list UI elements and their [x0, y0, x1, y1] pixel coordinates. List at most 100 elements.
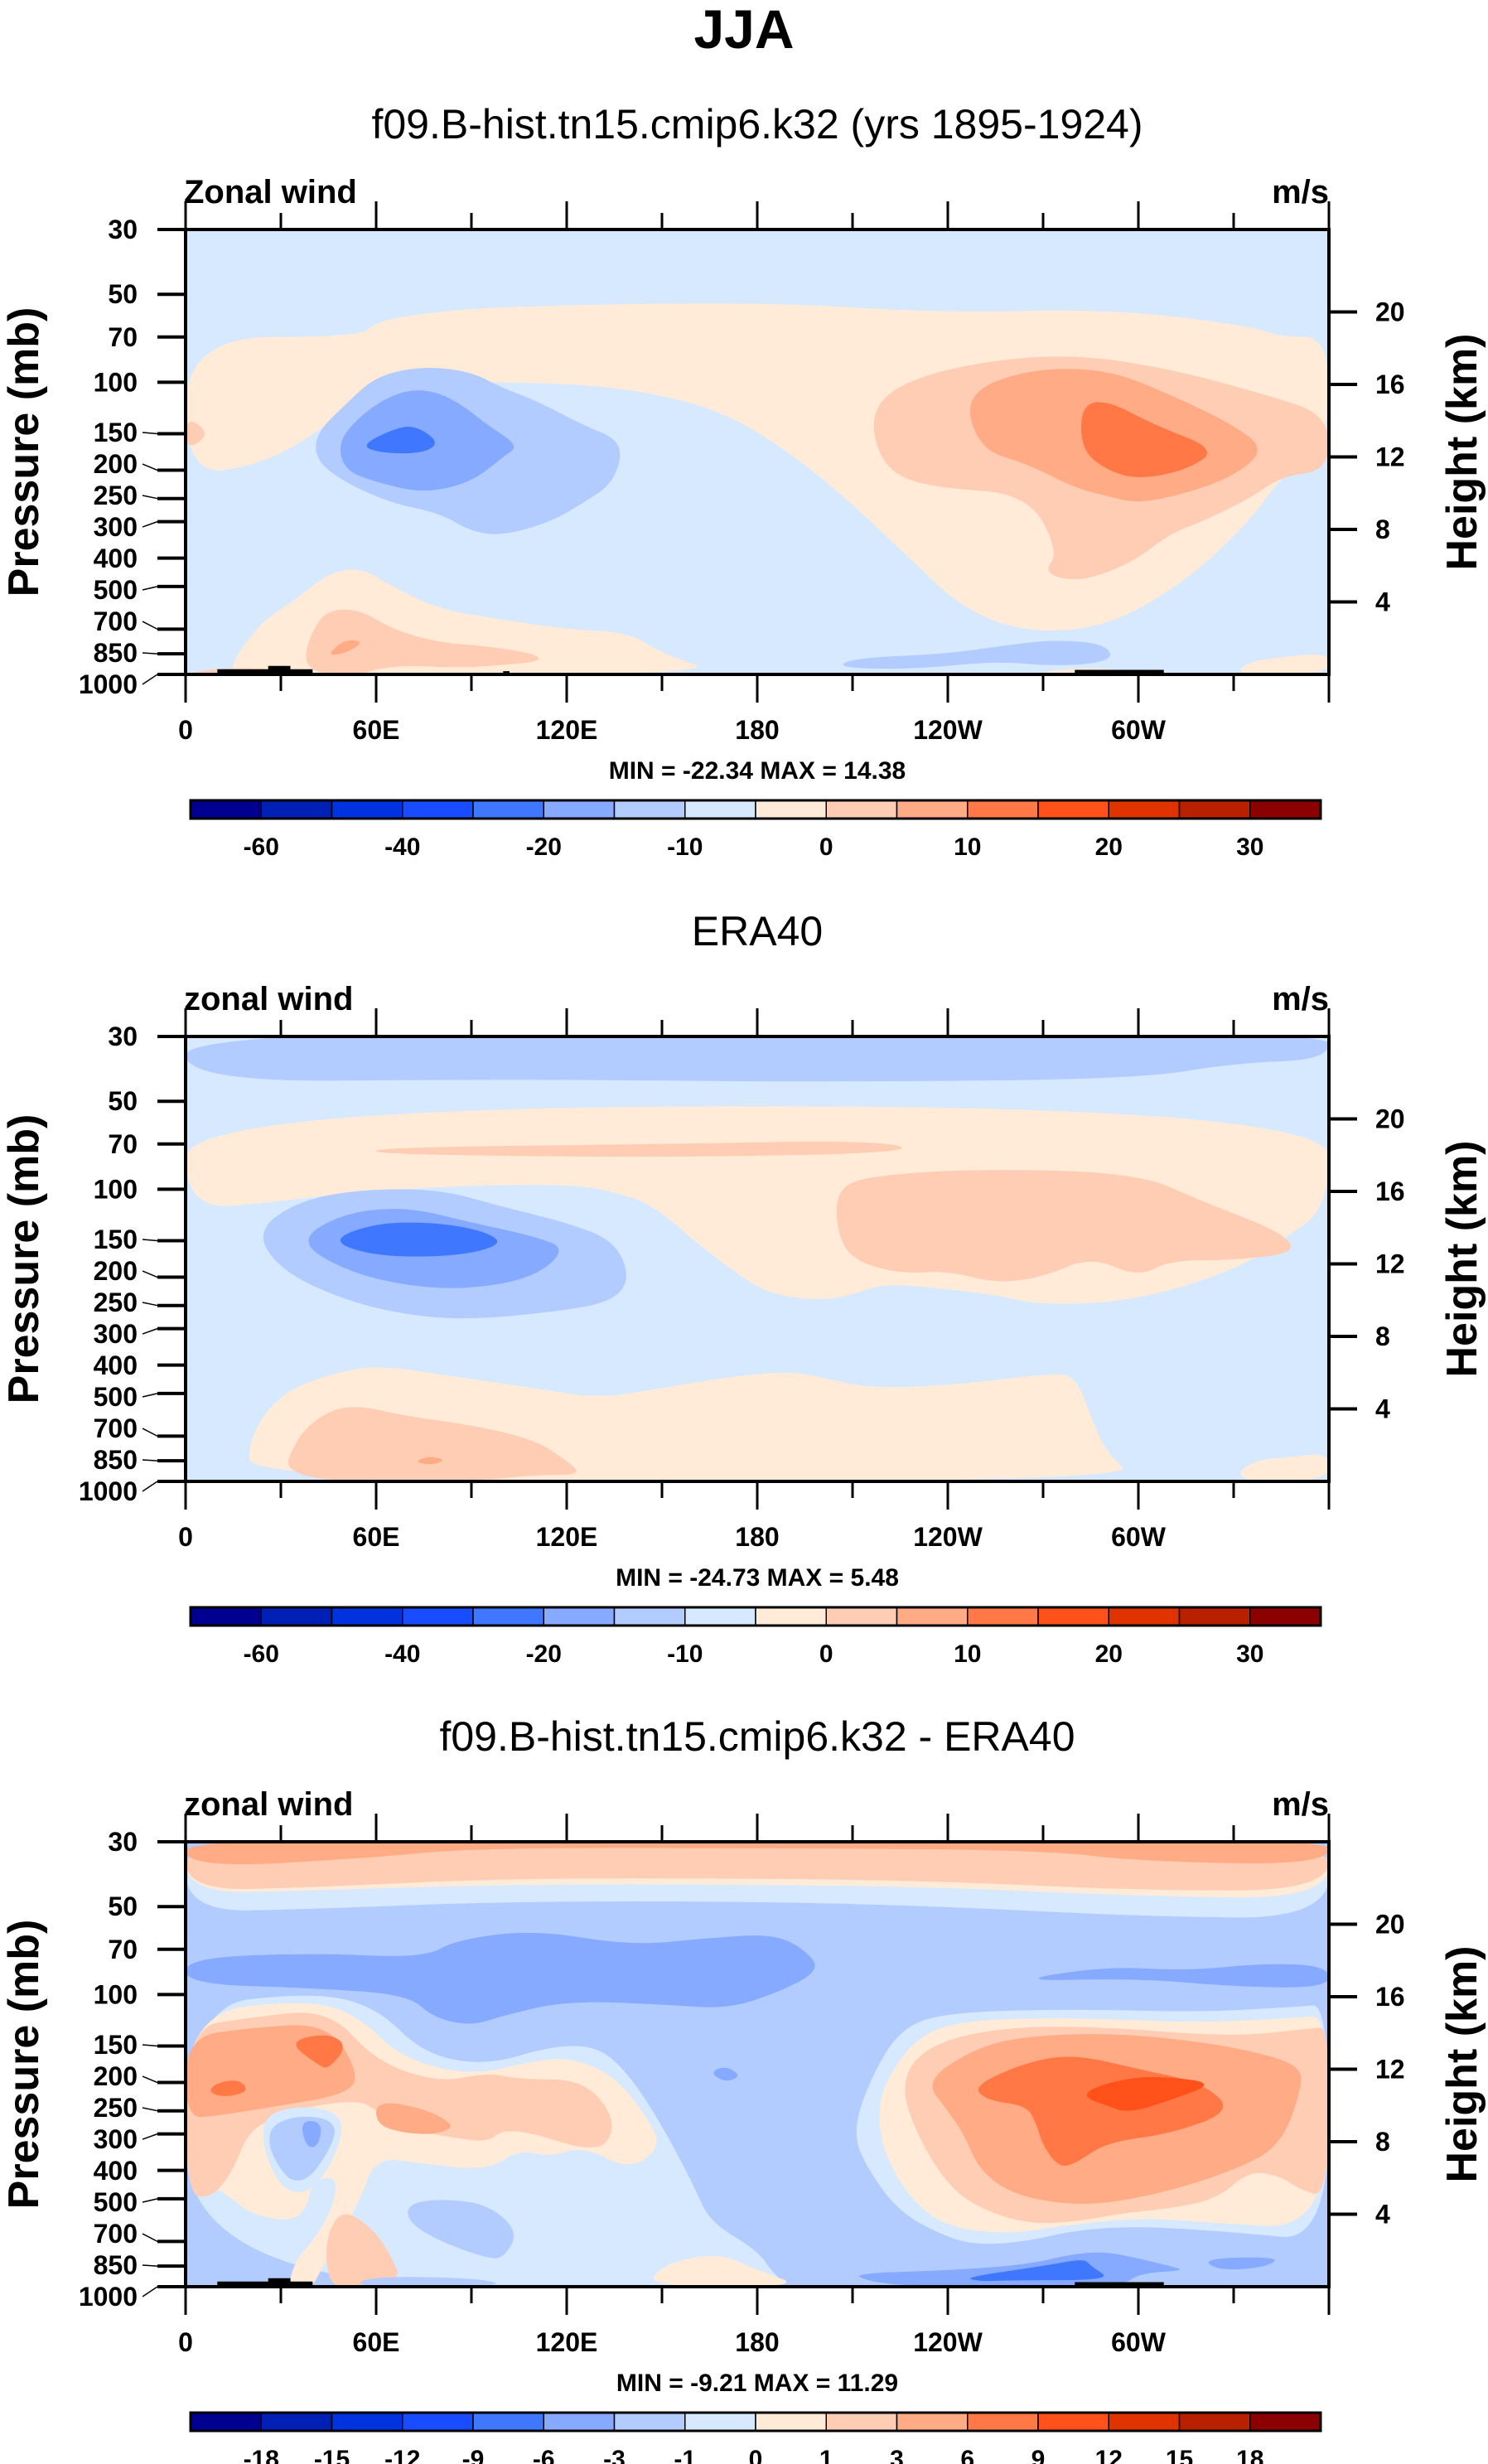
x-tick-label: 60E — [353, 1522, 400, 1552]
colorbar-box — [402, 1606, 474, 1626]
contour-fills — [186, 1842, 1329, 2287]
contour-region — [1208, 2257, 1275, 2270]
y-tick-leader — [142, 495, 158, 500]
height-tick-label: 4 — [1375, 2199, 1390, 2229]
contour-region — [843, 640, 1110, 669]
y-tick-leader — [142, 2286, 158, 2297]
units-label: m/s — [1272, 1786, 1329, 1823]
colorbar-box — [402, 2412, 474, 2432]
height-tick-label: 12 — [1375, 1249, 1405, 1278]
colorbar-label: -20 — [526, 833, 562, 861]
colorbar-box — [825, 2412, 898, 2432]
colorbar-label: -40 — [384, 833, 420, 861]
colorbar-box — [896, 2412, 969, 2432]
colorbar-label: 0 — [749, 2446, 763, 2464]
x-tick-label: 60E — [353, 2327, 400, 2357]
contour-region — [970, 2260, 1104, 2282]
y-tick-label: 700 — [94, 1413, 138, 1443]
y-tick-label: 250 — [94, 481, 138, 510]
height-tick-label: 20 — [1375, 297, 1405, 326]
colorbar-box — [1037, 1606, 1109, 1626]
contour-region — [287, 1407, 577, 1481]
colorbar-box — [684, 2412, 756, 2432]
terrain-mask — [217, 665, 313, 674]
contour-region — [653, 2255, 787, 2287]
y-tick-leader — [142, 621, 158, 630]
colorbar-box — [331, 1606, 403, 1626]
colorbar-box — [472, 2412, 544, 2432]
contour-region — [836, 1170, 1292, 1282]
colorbar-label: -18 — [244, 2446, 279, 2464]
height-tick-label: 4 — [1375, 587, 1390, 616]
colorbar-box — [472, 800, 544, 819]
y-tick-label: 1000 — [79, 669, 138, 699]
colorbar-box — [190, 800, 262, 819]
contour-region — [1240, 654, 1329, 674]
colorbar-label: -40 — [384, 1640, 420, 1668]
contour-region — [186, 1842, 1329, 1865]
colorbar-box — [1249, 800, 1321, 819]
x-tick-label: 0 — [178, 715, 193, 745]
colorbar-box — [331, 2412, 403, 2432]
height-tick-label: 16 — [1375, 1176, 1405, 1206]
colorbar-label: -6 — [533, 2446, 555, 2464]
y-tick-label: 300 — [94, 512, 138, 542]
colorbar-label: -60 — [244, 1640, 279, 1668]
y-tick-leader — [142, 463, 158, 471]
x-tick-label: 0 — [178, 2327, 193, 2357]
y-tick-label: 700 — [94, 606, 138, 636]
colorbar-box — [967, 1606, 1039, 1626]
y-tick-leader — [142, 1459, 158, 1461]
colorbar-box — [1178, 2412, 1251, 2432]
y-tick-leader — [142, 1302, 158, 1307]
colorbar-box — [755, 800, 827, 819]
y-tick-label: 400 — [94, 1350, 138, 1380]
colorbar-box — [1037, 800, 1109, 819]
colorbar-label: 6 — [960, 2446, 974, 2464]
colorbar-box — [1037, 2412, 1109, 2432]
x-tick-label: 60E — [353, 715, 400, 745]
height-tick-label: 16 — [1375, 370, 1405, 399]
panel-title: f09.B-hist.tn15.cmip6.k32 - ERA40 — [439, 1713, 1075, 1760]
colorbar-label: -12 — [384, 2446, 420, 2464]
x-tick-label: 60W — [1111, 2327, 1167, 2357]
y-tick-label: 150 — [94, 1225, 138, 1254]
colorbar-box — [1178, 1606, 1251, 1626]
height-tick-label: 16 — [1375, 1982, 1405, 2012]
y-tick-label: 500 — [94, 2187, 138, 2217]
y-tick-label: 400 — [94, 544, 138, 573]
colorbar-box — [1178, 800, 1251, 819]
contour-region — [1240, 1454, 1329, 1481]
y-axis-title: Pressure (mb) — [0, 1920, 48, 2210]
contour-region — [1086, 2077, 1205, 2111]
y-tick-label: 30 — [108, 215, 138, 244]
colorbar-box — [825, 1606, 898, 1626]
contour-region — [302, 2121, 321, 2148]
colorbar-label: 30 — [1236, 833, 1263, 861]
min-max-label: MIN = -9.21 MAX = 11.29 — [616, 2370, 898, 2397]
y-tick-leader — [142, 1393, 158, 1398]
colorbar-box — [543, 1606, 616, 1626]
colorbar-box — [896, 1606, 969, 1626]
x-tick-label: 180 — [735, 1522, 779, 1552]
y-tick-label: 200 — [94, 449, 138, 479]
contour-fills — [186, 229, 1329, 674]
y-tick-label: 250 — [94, 2093, 138, 2123]
y-tick-leader — [142, 652, 158, 655]
y-axis-title-right: Height (km) — [1438, 334, 1486, 571]
colorbar-box — [1108, 800, 1181, 819]
colorbar-box — [1249, 1606, 1321, 1626]
colorbar-box — [331, 800, 403, 819]
height-tick-label: 8 — [1375, 1321, 1390, 1351]
contour-region — [186, 421, 205, 446]
colorbar-label: -1 — [674, 2446, 696, 2464]
y-tick-leader — [142, 2233, 158, 2243]
y-tick-label: 850 — [94, 2250, 138, 2280]
height-tick-label: 8 — [1375, 2127, 1390, 2157]
contour-region — [418, 1457, 442, 1465]
colorbar-box — [896, 800, 969, 819]
contour-region — [306, 609, 539, 674]
colorbar-frame — [189, 2411, 1322, 2433]
contour-region — [186, 1842, 1329, 1891]
colorbar-box — [684, 800, 756, 819]
